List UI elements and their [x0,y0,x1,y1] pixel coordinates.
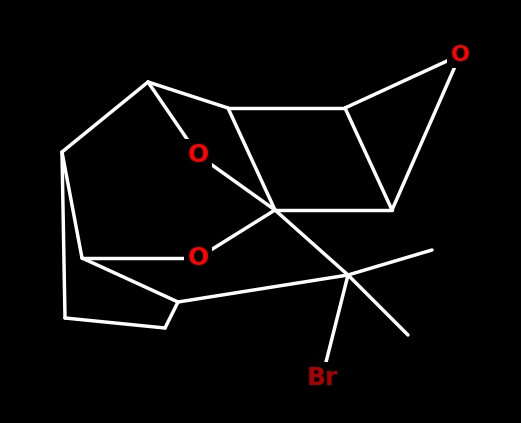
Text: O: O [188,246,208,270]
Text: O: O [188,143,208,167]
Text: Br: Br [306,366,338,390]
Text: O: O [451,45,469,65]
